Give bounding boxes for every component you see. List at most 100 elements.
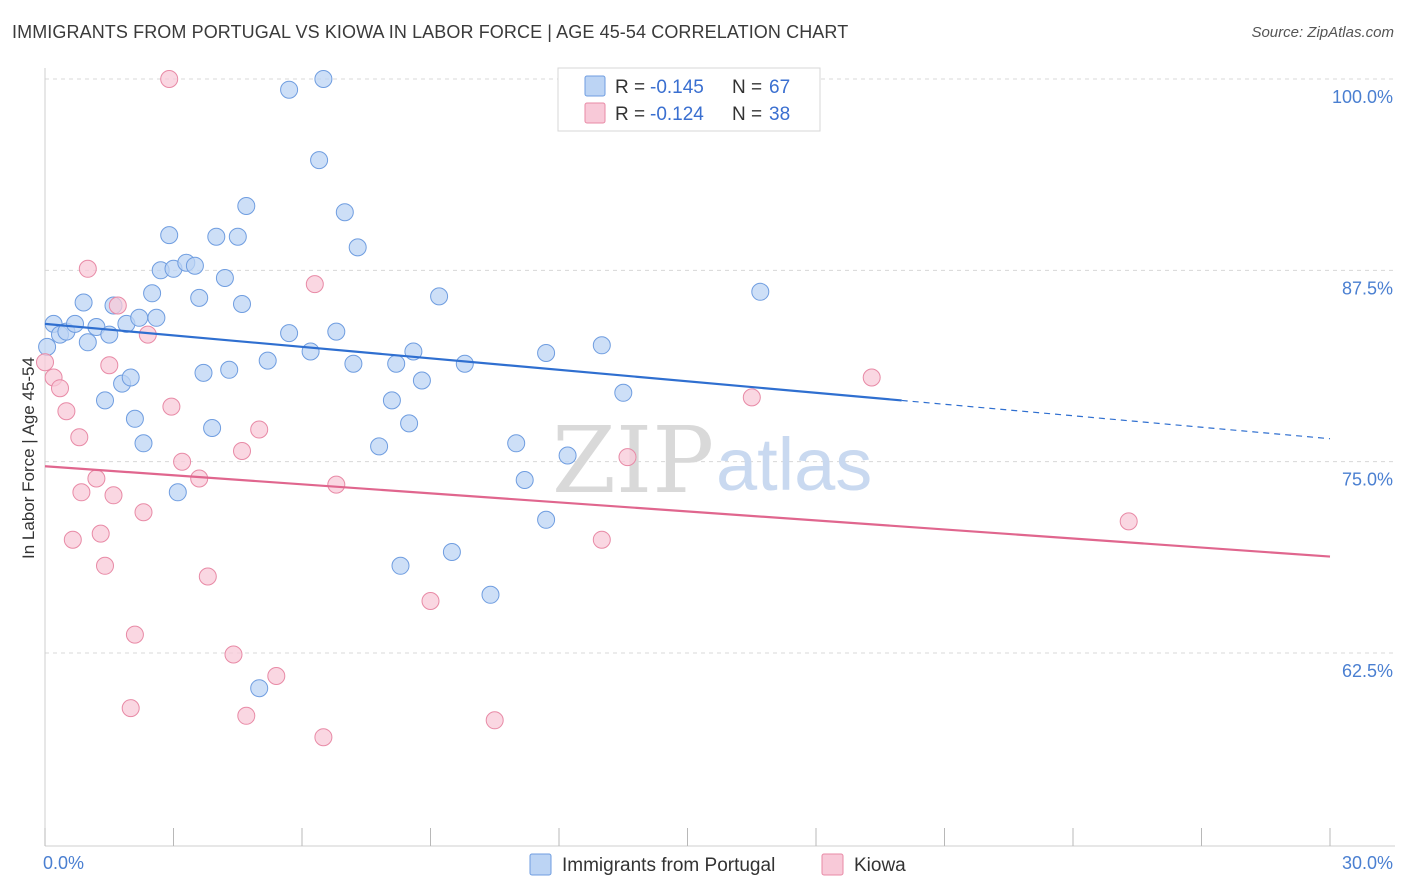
portugal-point <box>515 471 534 489</box>
kiowa-point <box>173 452 192 471</box>
y-tick-label: 100.0% <box>1332 87 1393 107</box>
legend-swatch-portugal <box>584 75 606 97</box>
portugal-point <box>507 434 526 453</box>
kiowa-point <box>1119 512 1138 531</box>
portugal-point <box>134 434 153 453</box>
source-credit: Source: ZipAtlas.com <box>1251 24 1394 41</box>
kiowa-point <box>162 397 181 416</box>
portugal-point <box>121 368 140 387</box>
portugal-point <box>412 371 431 390</box>
kiowa-point <box>421 592 440 610</box>
y-tick-labels: 62.5% 75.0% 87.5% 100.0% <box>1332 87 1393 681</box>
y-tick-label: 62.5% <box>1342 661 1393 681</box>
kiowa-point <box>121 699 140 718</box>
portugal-point <box>194 363 213 382</box>
portugal-point <box>400 414 419 433</box>
portugal-point <box>190 288 209 307</box>
legend-r-label-kiowa: R = <box>615 104 645 125</box>
legend-n-value-kiowa: 38 <box>769 104 790 125</box>
y-tick-label: 87.5% <box>1342 278 1393 298</box>
x-tick-label: 30.0% <box>1342 853 1393 873</box>
portugal-point <box>258 351 277 370</box>
portugal-point <box>207 227 226 246</box>
kiowa-trend-line <box>44 465 1331 558</box>
kiowa-point <box>36 353 54 372</box>
portugal-point <box>220 360 239 379</box>
legend-r-label-portugal: R = <box>615 77 645 98</box>
portugal-point <box>168 483 187 502</box>
data-points <box>36 70 1138 747</box>
kiowa-point <box>233 442 251 460</box>
kiowa-point <box>742 388 761 407</box>
portugal-point <box>203 419 222 437</box>
kiowa-point <box>96 556 114 575</box>
y-axis-title: In Labor Force | Age 45-54 <box>19 357 38 559</box>
kiowa-point <box>57 402 76 421</box>
watermark: ZIP atlas <box>552 407 872 514</box>
portugal-point <box>370 437 389 456</box>
portugal-point <box>74 293 93 312</box>
portugal-point <box>96 391 114 410</box>
portugal-point <box>301 342 320 361</box>
axes <box>44 68 1395 847</box>
legend-swatch-kiowa <box>584 102 606 124</box>
kiowa-point <box>592 530 611 549</box>
portugal-point <box>310 151 329 170</box>
kiowa-point <box>327 475 346 494</box>
portugal-point <box>442 543 461 561</box>
legend-r-value-portugal: -0.145 <box>650 77 704 98</box>
portugal-point <box>228 227 247 246</box>
portugal-point <box>147 308 166 327</box>
portugal-point <box>614 383 633 402</box>
kiowa-point <box>70 428 89 447</box>
grid-lines <box>45 78 1395 654</box>
portugal-point <box>430 287 449 306</box>
kiowa-point <box>87 469 106 488</box>
kiowa-point <box>618 448 637 467</box>
kiowa-point <box>78 259 97 278</box>
portugal-point <box>280 80 299 99</box>
legend-r-value-kiowa: -0.124 <box>650 104 704 125</box>
x-tick-labels: 0.0% 30.0% <box>43 853 1393 873</box>
bottom-legend-swatch-portugal <box>529 853 552 876</box>
kiowa-point <box>134 503 153 522</box>
portugal-point <box>125 409 144 428</box>
portugal-point <box>387 354 406 373</box>
kiowa-point <box>862 368 881 387</box>
kiowa-point <box>198 567 217 586</box>
portugal-point <box>66 314 84 333</box>
portugal-point <box>185 256 204 275</box>
portugal-point <box>280 324 299 343</box>
portugal-point <box>143 284 162 303</box>
kiowa-point <box>51 379 69 398</box>
kiowa-point <box>224 645 243 664</box>
portugal-point <box>314 70 333 88</box>
kiowa-point <box>305 275 324 294</box>
x-tick-label: 0.0% <box>43 853 84 873</box>
portugal-point <box>751 282 770 301</box>
portugal-point <box>335 203 354 222</box>
kiowa-point <box>160 70 179 88</box>
kiowa-point <box>125 625 144 644</box>
kiowa-point <box>63 530 82 549</box>
watermark-atlas: atlas <box>716 423 872 506</box>
portugal-point <box>160 226 179 245</box>
portugal-point <box>455 354 474 373</box>
kiowa-point <box>100 356 119 375</box>
portugal-point <box>382 391 401 410</box>
portugal-point <box>391 556 410 575</box>
kiowa-point <box>267 667 286 685</box>
bottom-legend-swatch-kiowa <box>821 853 844 876</box>
trend-lines <box>44 322 1331 558</box>
portugal-point <box>537 344 556 362</box>
kiowa-point <box>485 711 504 730</box>
portugal-trend-line <box>44 322 902 402</box>
portugal-point <box>348 238 367 257</box>
portugal-point <box>481 585 500 604</box>
kiowa-point <box>108 296 127 315</box>
portugal-point <box>38 337 57 356</box>
portugal-point <box>237 197 256 215</box>
legend-n-value-portugal: 67 <box>769 77 790 98</box>
chart-title: IMMIGRANTS FROM PORTUGAL VS KIOWA IN LAB… <box>12 22 849 42</box>
portugal-point <box>558 446 577 465</box>
